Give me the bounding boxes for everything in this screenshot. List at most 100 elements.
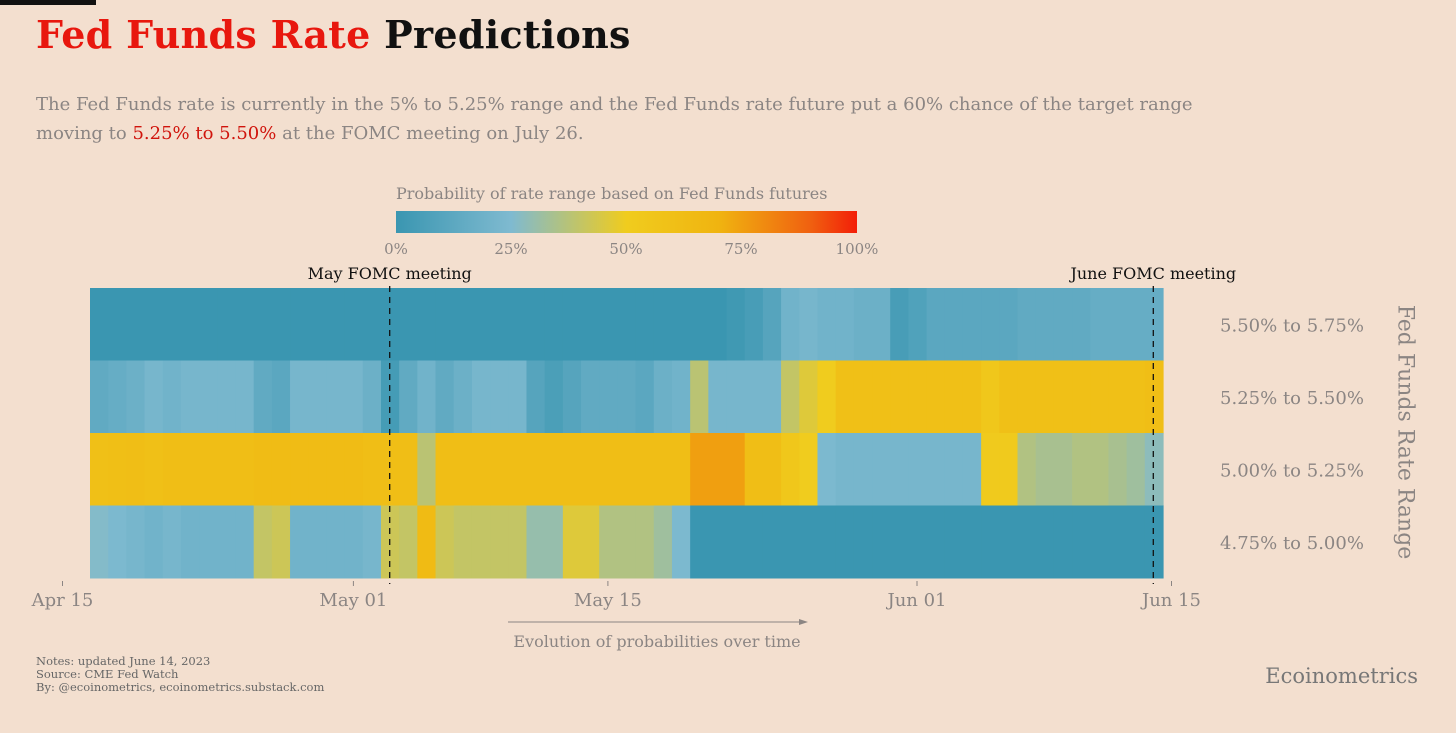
heatmap-cell <box>162 360 182 434</box>
heatmap-cell <box>1035 433 1055 506</box>
heatmap-cell <box>617 505 637 579</box>
fomc-meeting-label: May FOMC meeting <box>308 264 472 283</box>
heatmap-cell <box>235 505 255 579</box>
heatmap-cell <box>1090 505 1110 579</box>
heatmap-cell <box>962 505 982 579</box>
heatmap-cell <box>981 360 1000 434</box>
heatmap-cell <box>999 360 1019 434</box>
heatmap-cell <box>453 360 473 434</box>
heatmap-cell <box>362 360 382 434</box>
heatmap-cell <box>599 505 619 579</box>
heatmap-cells <box>90 288 1164 579</box>
heatmap-cell <box>90 505 109 579</box>
heatmap-cell <box>708 505 728 579</box>
y-axis-label: Fed Funds Rate Range <box>1392 304 1418 560</box>
heatmap-cell <box>217 505 237 579</box>
heatmap-cell <box>344 360 364 434</box>
heatmap-cell <box>835 505 855 579</box>
heatmap-cell <box>1072 288 1091 361</box>
heatmap-cell <box>890 505 909 579</box>
heatmap-cell <box>999 505 1019 579</box>
heatmap-cell <box>1053 433 1073 506</box>
heatmap-cell <box>581 505 600 579</box>
heatmap-cell <box>872 360 891 434</box>
heatmap-cell <box>380 433 400 506</box>
heatmap-cell <box>162 505 182 579</box>
heatmap-cell <box>380 505 400 579</box>
heatmap-cell <box>1072 505 1091 579</box>
heatmap-cell <box>962 433 982 506</box>
heatmap-cell <box>926 433 946 506</box>
heatmap-cell <box>835 433 855 506</box>
heatmap-cell <box>417 433 437 506</box>
heatmap-cell <box>344 288 364 361</box>
subtitle: The Fed Funds rate is currently in the 5… <box>36 90 1236 148</box>
heatmap-cell <box>308 433 328 506</box>
heatmap-cell <box>180 433 200 506</box>
heatmap-cell <box>944 433 964 506</box>
heatmap-cell <box>544 505 564 579</box>
heatmap-cell <box>762 433 782 506</box>
heatmap-cell <box>290 433 309 506</box>
heatmap-cell <box>872 505 891 579</box>
heatmap-cell <box>799 288 819 361</box>
heatmap-cell <box>271 505 291 579</box>
heatmap-cell <box>544 288 564 361</box>
heatmap-cell <box>908 288 928 361</box>
byline: By: @ecoinometrics, ecoinometrics.substa… <box>36 680 325 694</box>
heatmap-cell <box>526 360 546 434</box>
heatmap-cell <box>1053 288 1073 361</box>
heatmap-cell <box>253 360 273 434</box>
heatmap-cell <box>490 288 509 361</box>
heatmap-cell <box>981 505 1000 579</box>
heatmap-cell <box>399 288 418 361</box>
heatmap-cell <box>781 360 800 434</box>
heatmap-cell <box>762 360 782 434</box>
heatmap-cell <box>999 433 1019 506</box>
heatmap-cell <box>526 433 546 506</box>
heatmap-cell <box>944 505 964 579</box>
heatmap-cell <box>362 288 382 361</box>
heatmap-cell <box>544 433 564 506</box>
heatmap-cell <box>490 360 509 434</box>
heatmap-cell <box>1090 433 1110 506</box>
heatmap-cell <box>671 505 691 579</box>
heatmap-cell <box>653 288 673 361</box>
heatmap-cell <box>526 288 546 361</box>
heatmap-cell <box>362 433 382 506</box>
heatmap-cell <box>271 288 291 361</box>
heatmap-cell <box>417 505 437 579</box>
heatmap-cell <box>108 360 127 434</box>
heatmap-cell <box>653 433 673 506</box>
heatmap-cell <box>180 360 200 434</box>
heatmap-cell <box>1072 433 1091 506</box>
heatmap-cell <box>1072 360 1091 434</box>
x-tick-label: May 15 <box>574 590 642 611</box>
heatmap-cell <box>1126 433 1146 506</box>
heatmap-cell <box>199 433 218 506</box>
source-line: Source: CME Fed Watch <box>36 667 179 681</box>
heatmap-cell <box>1126 505 1146 579</box>
heatmap-cell <box>1017 505 1037 579</box>
heatmap-cell <box>471 433 491 506</box>
heatmap-cell <box>144 288 164 361</box>
heatmap-cell <box>90 433 109 506</box>
heatmap-cell <box>1108 433 1128 506</box>
heatmap-cell <box>380 360 400 434</box>
heatmap-cell <box>471 360 491 434</box>
heatmap-cell <box>253 288 273 361</box>
heatmap-cell <box>908 433 928 506</box>
heatmap-cell <box>1017 360 1037 434</box>
heatmap-cell <box>126 360 146 434</box>
heatmap-cell <box>417 360 437 434</box>
heatmap-cell <box>908 360 928 434</box>
heatmap-cell <box>344 433 364 506</box>
heatmap-cell <box>781 505 800 579</box>
heatmap-cell <box>726 505 746 579</box>
heatmap-cell <box>944 288 964 361</box>
heatmap-cell <box>1090 360 1110 434</box>
heatmap-cell <box>435 288 455 361</box>
heatmap-cell <box>435 505 455 579</box>
heatmap-cell <box>726 360 746 434</box>
